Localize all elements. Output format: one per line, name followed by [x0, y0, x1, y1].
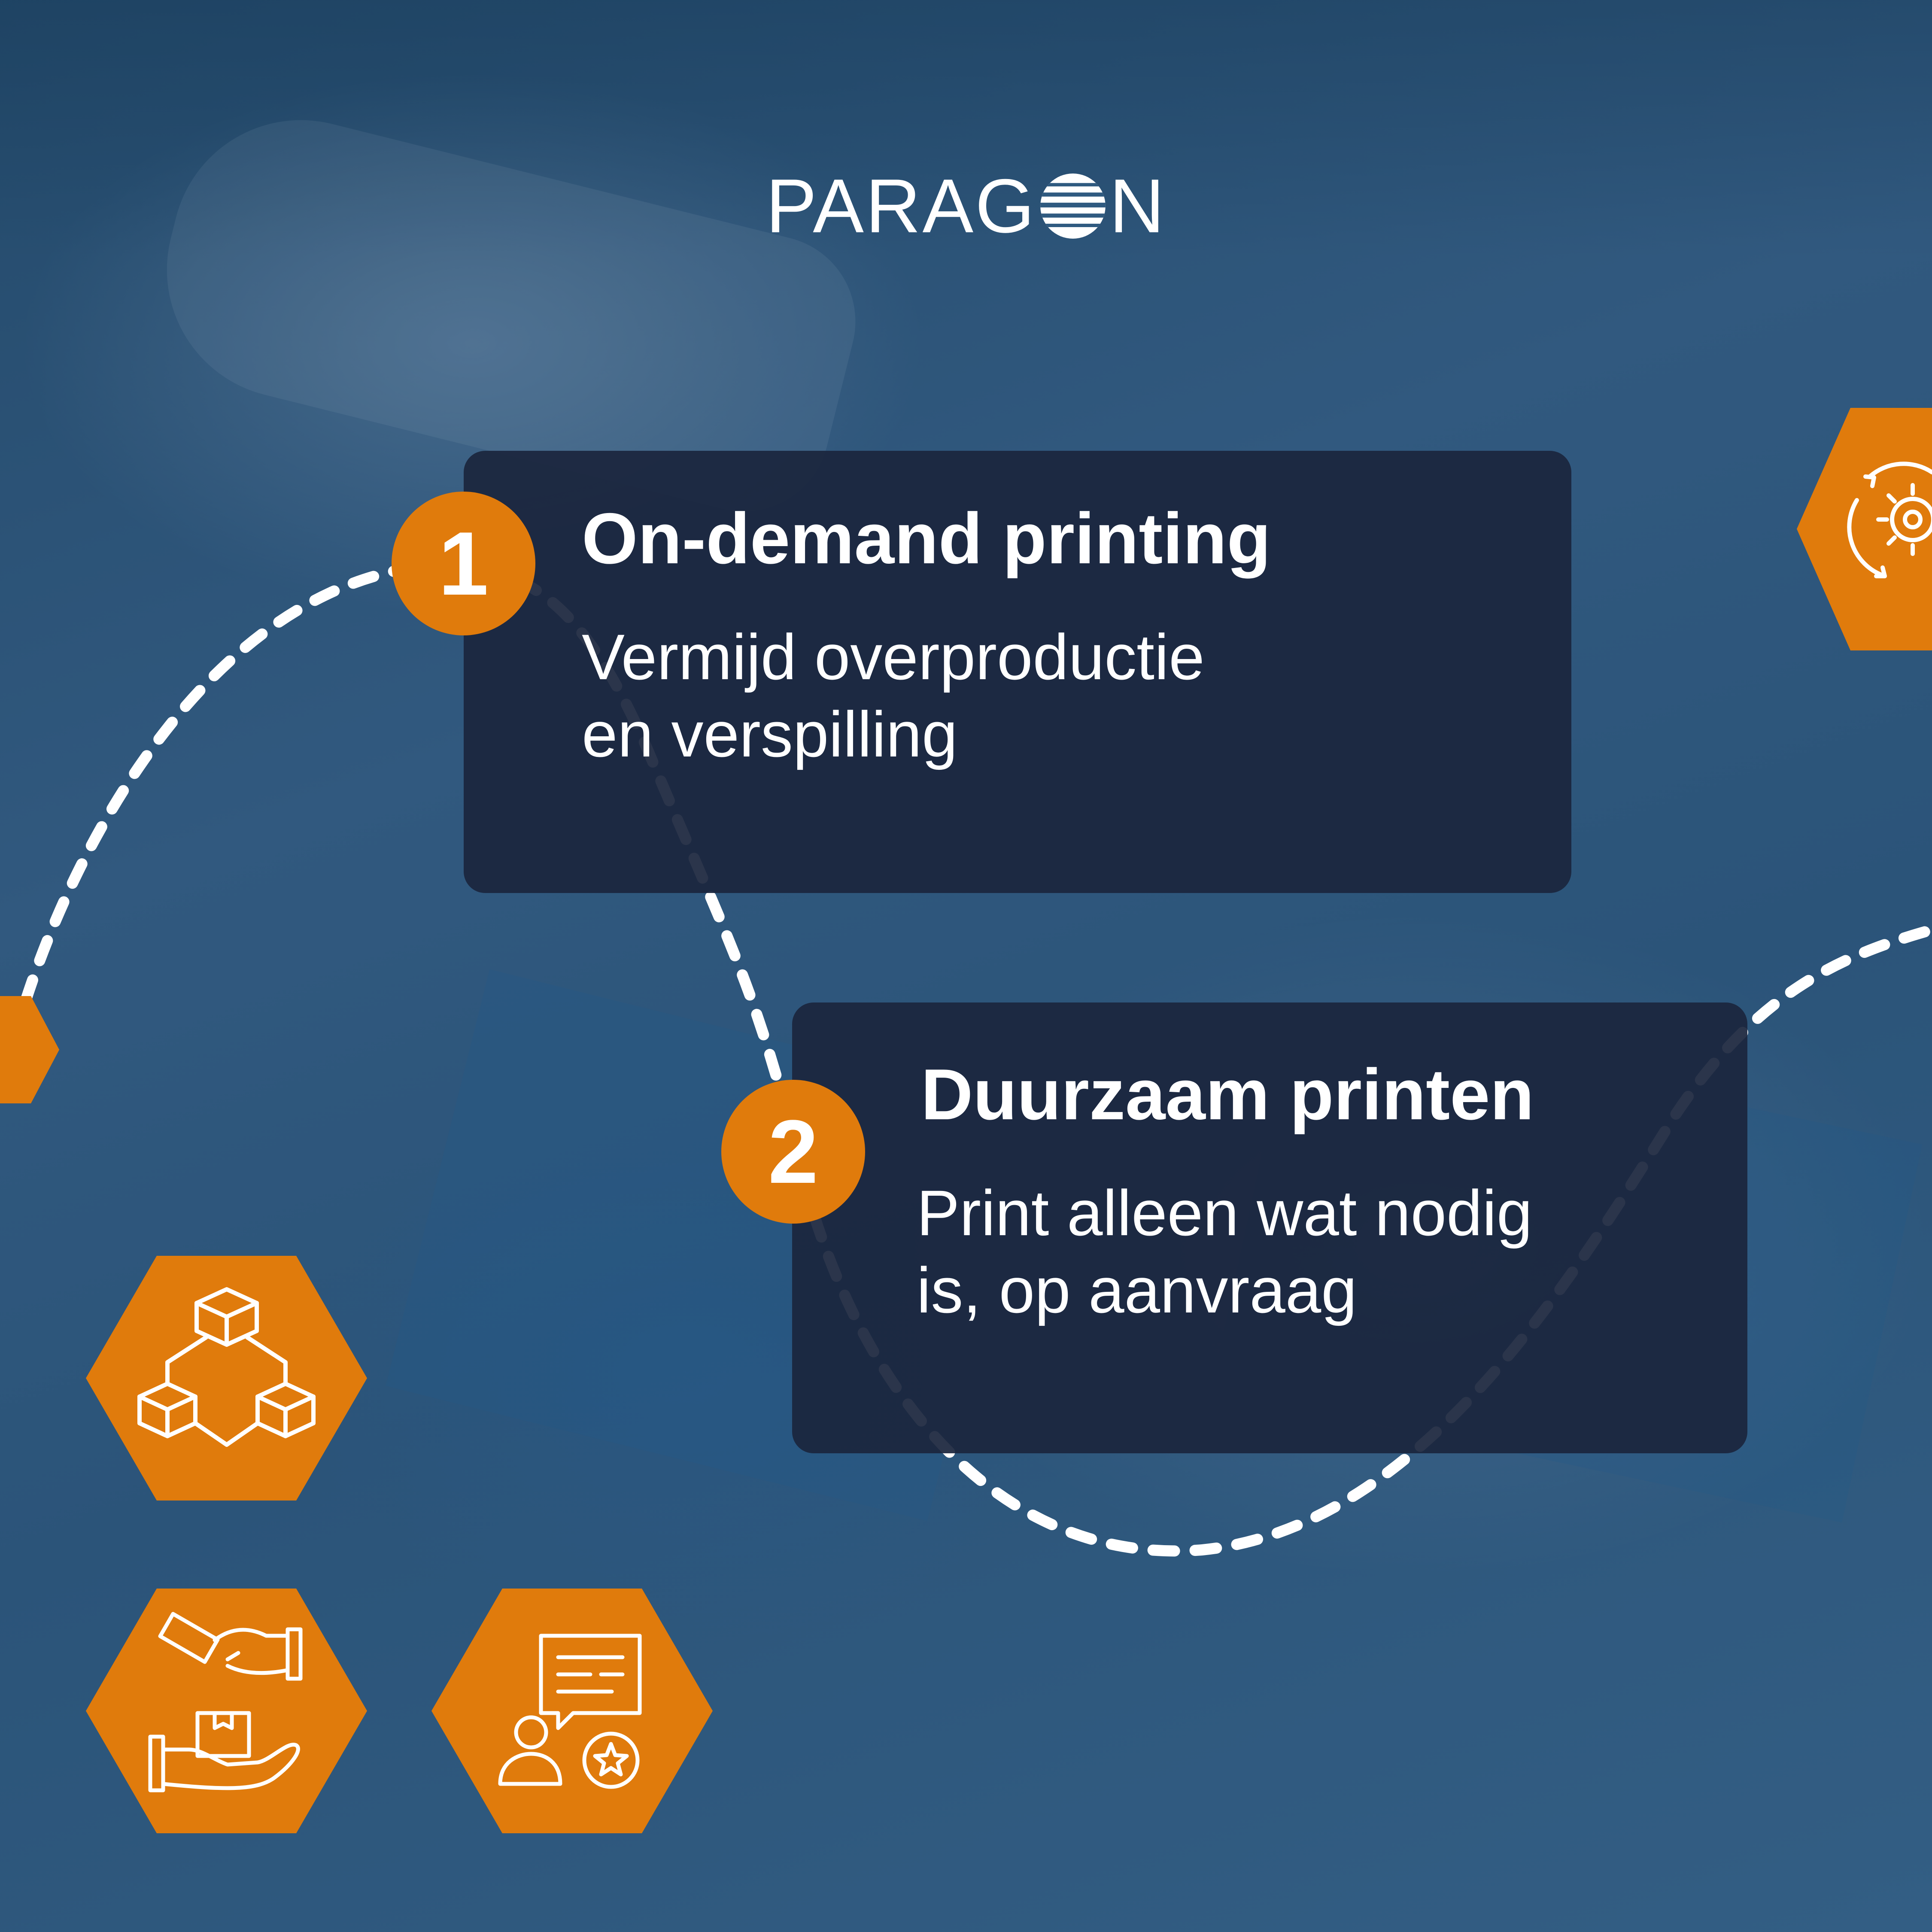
hexagon-partial-left	[0, 996, 60, 1103]
hexagon-payment-delivery	[86, 1589, 367, 1833]
customer-review-icon	[498, 1634, 642, 1789]
payment-delivery-icon	[148, 1612, 303, 1792]
step-description: Vermijd overproductie en verspilling	[582, 618, 1526, 773]
step-title: On-demand printing	[582, 498, 1271, 579]
boxes-network-icon	[137, 1287, 316, 1447]
step-description-line: is, op aanvraag	[917, 1254, 1357, 1326]
hexagon-gear-cycle	[1797, 408, 1932, 650]
hexagon-customer-review	[431, 1589, 713, 1833]
hexagon-boxes	[86, 1256, 367, 1501]
gear-cycle-icon	[1847, 462, 1932, 578]
step-description-line: Vermijd overproductie	[582, 621, 1205, 693]
logo-text-left: PARAG	[766, 163, 1036, 249]
step-title: Duurzaam printen	[921, 1054, 1534, 1135]
globe-icon	[1039, 172, 1107, 240]
step-description: Print alleen wat nodig is, op aanvraag	[917, 1174, 1732, 1329]
step-description-line: Print alleen wat nodig	[917, 1177, 1533, 1249]
step-number-badge: 1	[392, 492, 535, 635]
step-card-on-demand: On-demand printing Vermijd overproductie…	[464, 451, 1571, 893]
step-number-badge: 2	[721, 1080, 865, 1224]
logo-text-right: N	[1109, 163, 1166, 249]
brand-logo: PARAG N	[764, 163, 1168, 249]
step-card-sustainable: Duurzaam printen Print alleen wat nodig …	[792, 1002, 1747, 1453]
background-top-shade	[0, 0, 1932, 258]
step-description-line: en verspilling	[582, 698, 958, 770]
